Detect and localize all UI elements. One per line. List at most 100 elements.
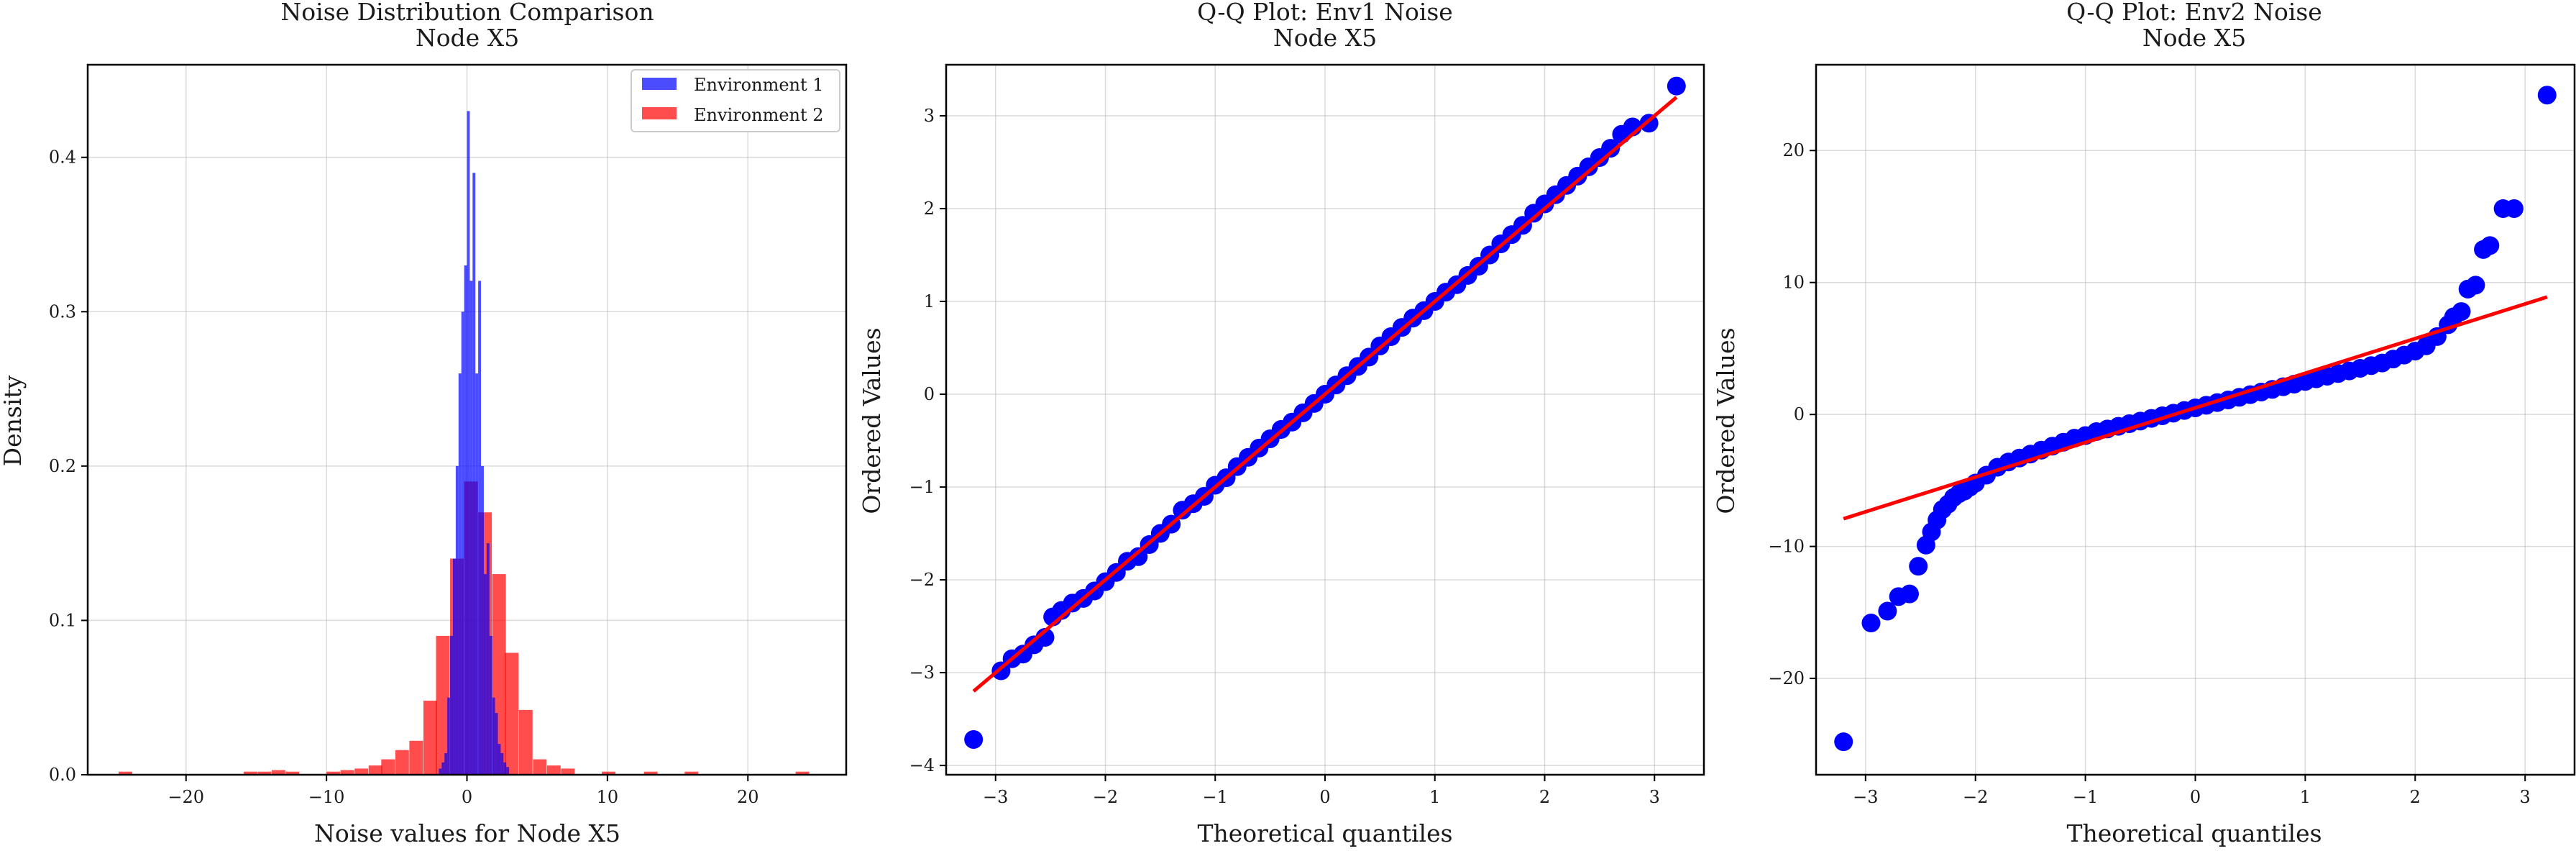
x-tick-label: −2 xyxy=(1963,787,1988,807)
hist-bar-environment-1 xyxy=(464,265,467,775)
qq2-fit-line xyxy=(1843,295,2548,521)
x-tick-label: −1 xyxy=(2073,787,2098,807)
panel-qq-env1: Q-Q Plot: Env1 Noise Node X5 −3 −2 −1 0 1 2 3−… xyxy=(858,0,1705,847)
qq-point xyxy=(2466,276,2485,295)
x-tick-label: 3 xyxy=(1649,787,1660,807)
y-tick-label: −3 xyxy=(909,663,935,683)
hist-bar-environment-2 xyxy=(684,771,699,775)
hist-bar-environment-1 xyxy=(478,281,482,775)
x-tick-label: −10 xyxy=(308,787,345,807)
hist-bar-environment-2 xyxy=(602,771,616,775)
x-tick-label: 10 xyxy=(597,787,619,807)
qq-point xyxy=(1909,557,1928,576)
qq-point xyxy=(2452,302,2471,322)
hist-bar-environment-2 xyxy=(409,740,423,775)
qq-point xyxy=(2480,236,2500,255)
hist-bar-environment-1 xyxy=(483,574,487,775)
x-tick-label: 1 xyxy=(1429,787,1440,807)
qq-point xyxy=(1601,139,1621,158)
qq-point xyxy=(1129,547,1148,566)
legend-label-environment-2: Environment 2 xyxy=(694,105,824,125)
hist-bar-environment-2 xyxy=(436,635,450,775)
qq1-subtitle: Node X5 xyxy=(1273,24,1377,52)
hist-bar-environment-2 xyxy=(561,768,575,775)
qq-point xyxy=(1878,601,1897,621)
y-tick-label: −4 xyxy=(909,755,935,775)
x-tick-label: 2 xyxy=(2410,787,2421,807)
qq-fit-line xyxy=(972,96,1678,693)
hist-bar-environment-2 xyxy=(643,771,658,775)
hist-bar-environment-2 xyxy=(257,771,272,775)
hist-bar-environment-2 xyxy=(340,770,354,775)
hist-bar-environment-2 xyxy=(368,765,382,775)
qq-point xyxy=(1834,732,1853,752)
y-tick-label: 20 xyxy=(1782,140,1805,160)
qq-fit-line xyxy=(1843,295,2548,521)
qq2-xlabel: Theoretical quantiles xyxy=(2066,819,2321,847)
qq1-grid xyxy=(946,65,1704,775)
y-tick-label: 1 xyxy=(924,291,935,311)
hist-bar-environment-1 xyxy=(455,465,459,775)
hist-subtitle: Node X5 xyxy=(416,24,519,52)
hist-bar-environment-1 xyxy=(467,111,470,775)
qq1-fit-line xyxy=(972,96,1678,693)
y-tick-label: 0.2 xyxy=(49,456,76,476)
hist-bar-environment-2 xyxy=(518,709,533,775)
hist-bar-environment-2 xyxy=(505,652,519,775)
x-tick-label: 1 xyxy=(2300,787,2311,807)
hist-bar-environment-1 xyxy=(475,373,479,775)
qq2-grid xyxy=(1816,65,2575,775)
hist-bar-environment-1 xyxy=(452,558,456,775)
qq1-xlabel: Theoretical quantiles xyxy=(1197,819,1452,847)
y-tick-label: 10 xyxy=(1782,273,1805,293)
hist-bar-environment-2 xyxy=(354,768,369,775)
y-tick-label: −10 xyxy=(1768,537,1805,557)
y-tick-label: 0 xyxy=(1794,404,1805,424)
hist-xlabel: Noise values for Node X5 xyxy=(314,819,620,847)
x-tick-label: −2 xyxy=(1093,787,1118,807)
qq2-subtitle: Node X5 xyxy=(2142,24,2246,52)
hist-axes-frame xyxy=(86,63,848,776)
y-tick-label: 0.3 xyxy=(49,301,76,322)
hist-bar-environment-2 xyxy=(381,759,395,775)
hist-bar-environment-2 xyxy=(423,701,437,775)
qq2-axes-frame xyxy=(1815,63,2576,776)
hist-bar-environment-1 xyxy=(461,311,464,775)
x-tick-label: 0 xyxy=(2190,787,2201,807)
qq-point xyxy=(1899,584,1919,604)
y-tick-label: 0.4 xyxy=(49,147,76,168)
qq-point xyxy=(1861,614,1881,633)
qq-point xyxy=(964,729,984,749)
hist-bar-environment-1 xyxy=(441,762,445,775)
panel-histogram: Noise Distribution Comparison Node X5 −2… xyxy=(0,0,848,847)
hist-bar-environment-1 xyxy=(486,543,490,775)
hist-bars-environment-1 xyxy=(439,111,510,775)
y-tick-label: −20 xyxy=(1768,668,1805,688)
panel-qq-env2: Q-Q Plot: Env2 Noise Node X5 −3 −2 −1 0 1 2 3−… xyxy=(1712,0,2576,847)
x-tick-label: −1 xyxy=(1203,787,1228,807)
x-tick-label: 3 xyxy=(2520,787,2531,807)
legend-swatch-environment-1 xyxy=(642,78,677,90)
hist-bar-environment-1 xyxy=(498,744,501,775)
x-tick-label: 0 xyxy=(1319,787,1330,807)
hist-bar-environment-1 xyxy=(439,768,442,775)
x-tick-label: 0 xyxy=(462,787,472,807)
hist-bar-environment-1 xyxy=(481,465,484,775)
hist-bar-environment-2 xyxy=(271,770,285,775)
qq2-title: Q-Q Plot: Env2 Noise xyxy=(2066,0,2322,26)
hist-bar-environment-1 xyxy=(469,281,473,775)
hist-ticks: −20 −10 0 10 20 0.0 0.1 0.2 0.3 0.4 xyxy=(49,147,759,807)
qq1-axes-frame xyxy=(945,63,1705,776)
x-tick-label: 2 xyxy=(1539,787,1550,807)
hist-bar-environment-1 xyxy=(447,697,451,775)
qq2-points xyxy=(1834,86,2557,752)
y-tick-label: 0.1 xyxy=(49,610,76,630)
qq1-ylabel: Ordered Values xyxy=(858,327,886,514)
hist-bar-environment-2 xyxy=(118,771,132,775)
y-tick-label: 0 xyxy=(924,384,935,404)
hist-bar-environment-1 xyxy=(444,752,448,775)
hist-title: Noise Distribution Comparison xyxy=(280,0,654,26)
y-tick-label: 2 xyxy=(924,199,935,219)
